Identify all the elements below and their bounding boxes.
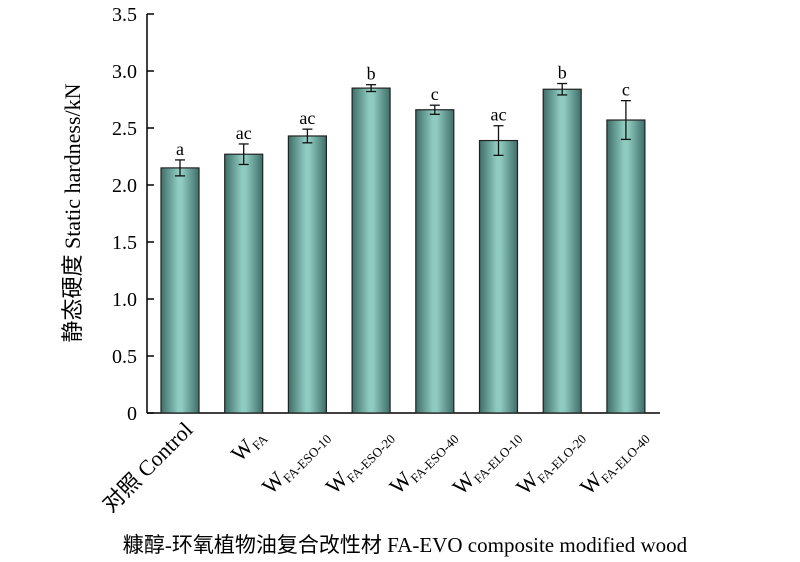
x-tick-label: WFA-ELO-40 <box>575 423 653 501</box>
x-tick-label: WFA <box>226 422 271 467</box>
y-tick-label: 1.0 <box>112 289 137 311</box>
significance-label: c <box>622 80 630 100</box>
y-tick-label: 3.5 <box>112 4 137 26</box>
y-tick-label: 0 <box>127 403 137 425</box>
significance-label: b <box>558 63 567 83</box>
bar <box>415 109 455 414</box>
bar <box>160 167 200 414</box>
bar <box>606 119 646 414</box>
x-axis-label: 糠醇-环氧植物油复合改性材 FA-EVO composite modified … <box>123 533 688 557</box>
y-axis-label: 静态硬度 Static hardness/kN <box>60 83 85 342</box>
bar <box>287 135 327 414</box>
y-tick-label: 0.5 <box>112 346 137 368</box>
x-tick-label: WFA-ESO-40 <box>384 423 462 501</box>
significance-label: ac <box>236 123 252 143</box>
significance-label: ac <box>299 108 315 128</box>
bar <box>478 139 519 414</box>
x-tick-label: WFA-ELO-20 <box>511 423 589 501</box>
x-tick-label: WFA-ELO-10 <box>447 423 525 501</box>
y-tick-label: 3.0 <box>112 61 137 83</box>
bar <box>351 87 391 414</box>
significance-label: a <box>176 139 184 159</box>
y-tick-label: 2.0 <box>112 175 137 197</box>
y-tick-label: 2.5 <box>112 118 137 140</box>
significance-label: ac <box>491 105 507 125</box>
y-tick-label: 1.5 <box>112 232 137 254</box>
x-tick-label: WFA-ESO-20 <box>321 423 399 501</box>
bar <box>224 153 264 414</box>
significance-label: c <box>431 84 439 104</box>
x-tick-label: WFA-ESO-10 <box>257 423 335 501</box>
significance-label: b <box>367 64 376 84</box>
bar <box>542 88 582 414</box>
x-tick-label: 对照 Control <box>97 417 197 517</box>
